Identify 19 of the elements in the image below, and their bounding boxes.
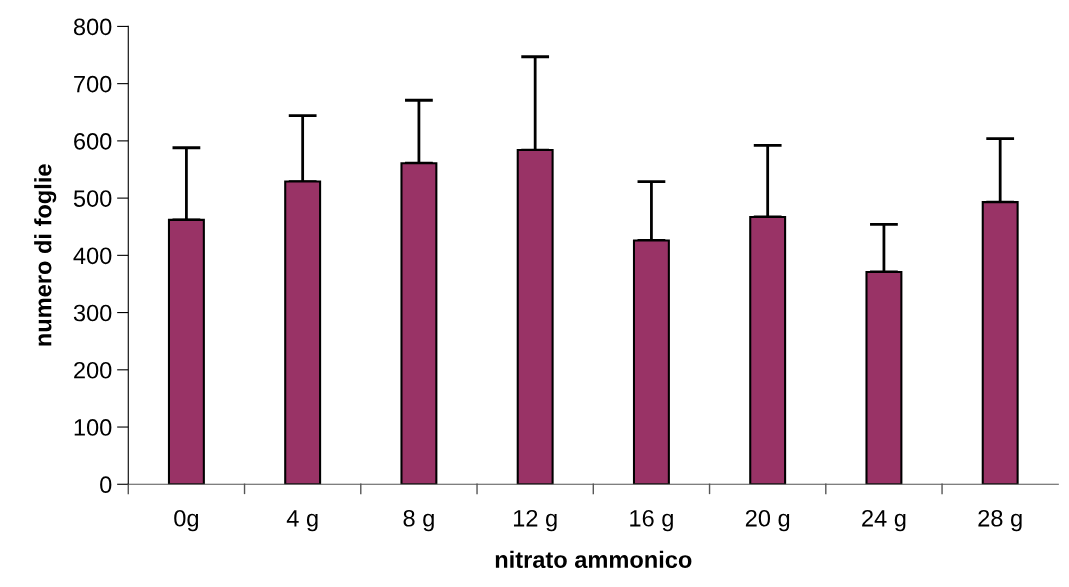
y-tick-label: 700 [74,75,112,93]
y-tick-label: 600 [74,132,112,150]
x-tick-label: 12 g [513,509,557,532]
x-tick-label: 8 g [403,509,434,532]
x-tick-label: 20 g [745,509,790,532]
y-tick-label: 200 [74,361,112,379]
y-axis-title: numero di foglie [34,164,57,346]
y-tick-label: 100 [74,419,112,436]
y-tick-label: 400 [73,247,112,265]
x-tick-label: 4 g [286,510,318,532]
x-axis-title: nitrato ammonico [495,550,692,569]
y-tick-label: 0 [100,476,112,494]
x-tick-label: 24 g [862,509,906,532]
x-tick-label: 28 g [978,509,1022,532]
x-tick-label: 16 g [630,509,673,532]
x-tick-label: 0g [174,509,199,532]
y-tick-label: 500 [73,190,112,207]
y-tick-label: 300 [73,304,112,322]
y-tick-label: 800 [73,18,112,36]
